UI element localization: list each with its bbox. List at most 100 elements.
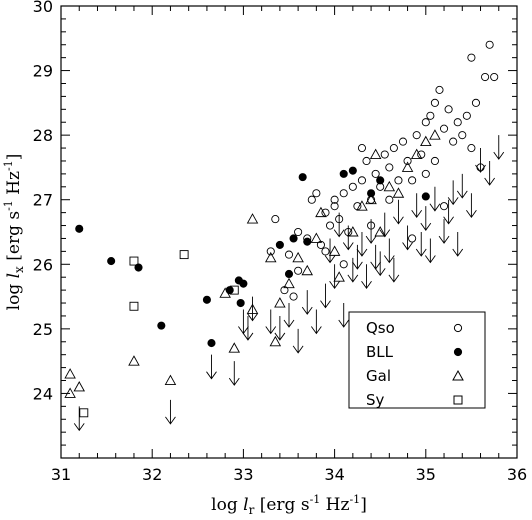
qso-point — [435, 85, 444, 94]
qso-point — [458, 131, 467, 140]
upper-limit-arrow — [388, 257, 400, 283]
upper-limit-arrow — [265, 309, 277, 335]
qso-point — [266, 247, 275, 256]
legend-marker-sy — [453, 395, 463, 405]
upper-limit-arrow — [333, 212, 345, 238]
sy-point — [129, 256, 139, 266]
bll-point — [303, 237, 312, 246]
qso-point — [307, 195, 316, 204]
upper-limit-arrow — [438, 219, 450, 244]
gal-point — [420, 135, 432, 147]
upper-limit-arrow — [324, 238, 336, 264]
x-tick-label: 35 — [416, 465, 436, 484]
upper-limit-arrow — [443, 199, 454, 225]
qso-point — [339, 260, 348, 269]
gal-point — [333, 271, 345, 282]
sy-point — [79, 408, 89, 418]
gal-point — [392, 187, 405, 198]
upper-limit-arrow — [310, 309, 322, 335]
y-tick-label: 30 — [33, 0, 53, 16]
gal-point — [64, 387, 76, 398]
y-tick-label: 24 — [33, 384, 53, 403]
upper-limit-arrow — [347, 257, 359, 283]
x-tick-label: 32 — [142, 465, 162, 484]
legend-label-sy: Sy — [366, 391, 385, 409]
qso-point — [312, 189, 321, 198]
upper-limit-arrow — [301, 290, 313, 315]
qso-point — [330, 195, 339, 204]
qso-point — [426, 111, 435, 120]
qso-point — [439, 202, 449, 211]
bll-point — [239, 279, 248, 288]
qso-point — [444, 105, 453, 114]
bll-point — [275, 240, 284, 249]
upper-limit-arrow — [356, 232, 368, 257]
data-marks — [64, 40, 505, 432]
qso-point — [385, 195, 394, 204]
sy-point — [229, 285, 239, 295]
upper-limit-arrow — [370, 244, 382, 270]
upper-limit-arrow — [393, 199, 404, 225]
x-axis-label: log lr [erg s-1 Hz-1] — [211, 493, 367, 517]
upper-limit-arrow — [365, 219, 377, 244]
gal-point — [328, 245, 341, 256]
upper-limit-arrow — [379, 212, 391, 238]
qso-point — [325, 221, 335, 230]
upper-limit-arrow — [452, 232, 464, 257]
upper-limit-arrow — [424, 238, 436, 264]
x-tick-label: 36 — [507, 465, 527, 484]
gal-point — [315, 206, 327, 218]
y-tick-label: 27 — [33, 191, 53, 210]
upper-limit-arrow — [165, 399, 176, 425]
x-tick-label: 33 — [233, 465, 253, 484]
bll-point — [236, 298, 245, 308]
upper-limit-arrow — [342, 225, 354, 251]
qso-point — [439, 124, 449, 133]
qso-point — [430, 98, 439, 107]
qso-point — [371, 169, 380, 178]
gal-point — [301, 264, 314, 276]
gal-point — [369, 148, 382, 159]
qso-point — [294, 266, 303, 275]
gal-point — [410, 148, 423, 159]
legend-marker-bll — [453, 347, 463, 357]
legend-marker-gal — [452, 369, 464, 381]
upper-limit-arrow — [73, 406, 85, 432]
bll-point — [289, 234, 298, 243]
qso-point — [403, 156, 412, 166]
gal-point — [269, 335, 282, 347]
qso-point — [398, 137, 408, 146]
upper-limit-arrow — [447, 180, 459, 206]
qso-point — [284, 250, 294, 259]
qso-point — [490, 72, 499, 82]
gal-point — [365, 193, 377, 205]
gal-point — [228, 342, 241, 353]
qso-point — [271, 215, 280, 224]
upper-limit-arrow — [456, 173, 468, 199]
bll-point — [339, 169, 348, 178]
x-tick-label: 31 — [51, 465, 71, 484]
legend-label-gal: Gal — [366, 367, 391, 385]
gal-point — [274, 297, 286, 308]
gal-point — [264, 251, 277, 263]
y-tick-label: 26 — [33, 255, 53, 274]
sy-point — [129, 301, 139, 311]
tick-labels: 31 32 33 34 35 36 24 25 26 27 28 29 30 — [33, 0, 528, 484]
y-tick-label: 29 — [33, 62, 53, 81]
upper-limit-arrow — [238, 309, 249, 335]
upper-limit-arrow — [374, 251, 386, 277]
upper-limit-arrow — [206, 354, 217, 380]
bll-point — [107, 257, 116, 266]
bll-point — [75, 224, 84, 233]
qso-point — [289, 292, 298, 301]
legend-label-bll: BLL — [366, 343, 394, 361]
qso-point — [453, 118, 462, 127]
bll-point — [298, 173, 307, 182]
upper-limit-arrow — [402, 225, 413, 251]
y-tick-label: 28 — [33, 126, 53, 145]
upper-limit-arrow — [338, 303, 350, 328]
gal-point — [283, 277, 295, 289]
upper-limit-arrow — [320, 283, 331, 309]
upper-limit-arrow — [493, 135, 505, 160]
